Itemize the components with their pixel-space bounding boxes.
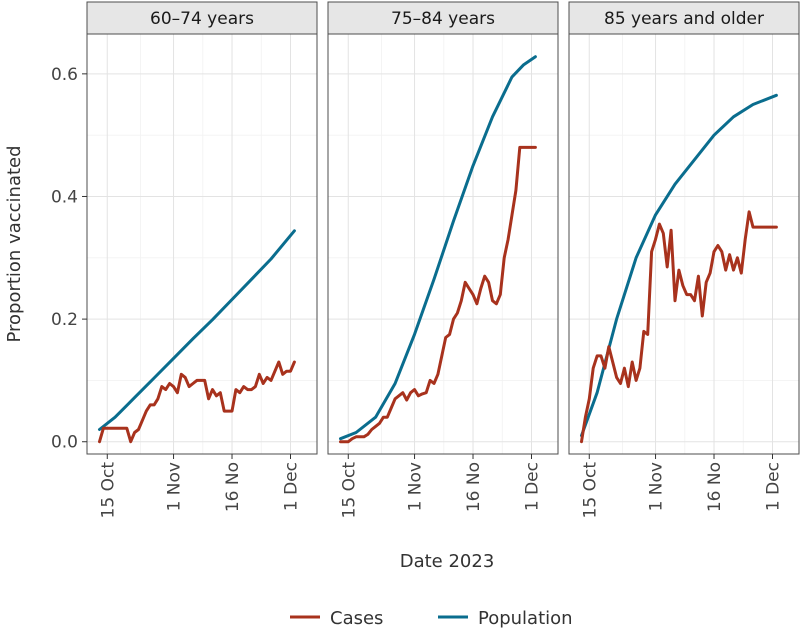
x-tick-label: 1 Dec [281,462,301,511]
y-axis-label: Proportion vaccinated [4,145,25,342]
x-tick-label: 16 No [705,462,725,512]
series-line-cases [339,145,537,444]
panel-border [327,33,559,455]
y-tick-label: 0.6 [51,65,78,85]
series-line-population [339,55,537,441]
plot-background [87,34,317,454]
series-line-population [580,93,778,438]
legend-label-cases: Cases [330,608,383,629]
plot-background [328,34,558,454]
plot-background [569,34,799,454]
series-line-cases [580,210,778,444]
panel-3: 85 years and older 15 Oct 1 Nov 16 No 1 Dec [568,1,800,519]
panel-border [86,33,318,455]
panel-strip [327,1,559,35]
series-line-cases [98,360,296,444]
axis-layer: Proportion vaccinated Date 2023 0.0 0.2 0.… [4,65,494,572]
x-tick-label: 1 Nov [165,462,185,511]
panel-title: 60–74 years [150,9,254,29]
x-tick-label: 1 Dec [522,462,542,511]
x-tick-label: 1 Dec [763,462,783,511]
x-tick-label: 16 No [464,462,484,512]
x-tick-label: 1 Nov [647,462,667,511]
legend: Cases Population [290,608,573,629]
panel-strip [568,1,800,35]
panel-1: 60–74 years 15 Oct 1 Nov 16 No 1 Dec [86,1,318,519]
x-tick-label: 15 Oct [580,462,600,519]
y-tick-label: 0.2 [51,310,78,330]
x-axis-label: Date 2023 [400,551,495,572]
y-tick-label: 0.4 [51,187,78,207]
x-tick-label: 1 Nov [406,462,426,511]
x-tick-label: 16 No [223,462,243,512]
panel-title: 85 years and older [604,9,764,29]
x-tick-label: 15 Oct [98,462,118,519]
series-line-population [98,229,296,431]
legend-label-population: Population [478,608,573,629]
panel-2: 75–84 years 15 Oct 1 Nov 16 No 1 Dec [327,1,559,519]
x-tick-label: 15 Oct [339,462,359,519]
y-tick-label: 0.0 [51,433,78,453]
panel-title: 75–84 years [391,9,495,29]
panel-border [568,33,800,455]
panel-strip [86,1,318,35]
